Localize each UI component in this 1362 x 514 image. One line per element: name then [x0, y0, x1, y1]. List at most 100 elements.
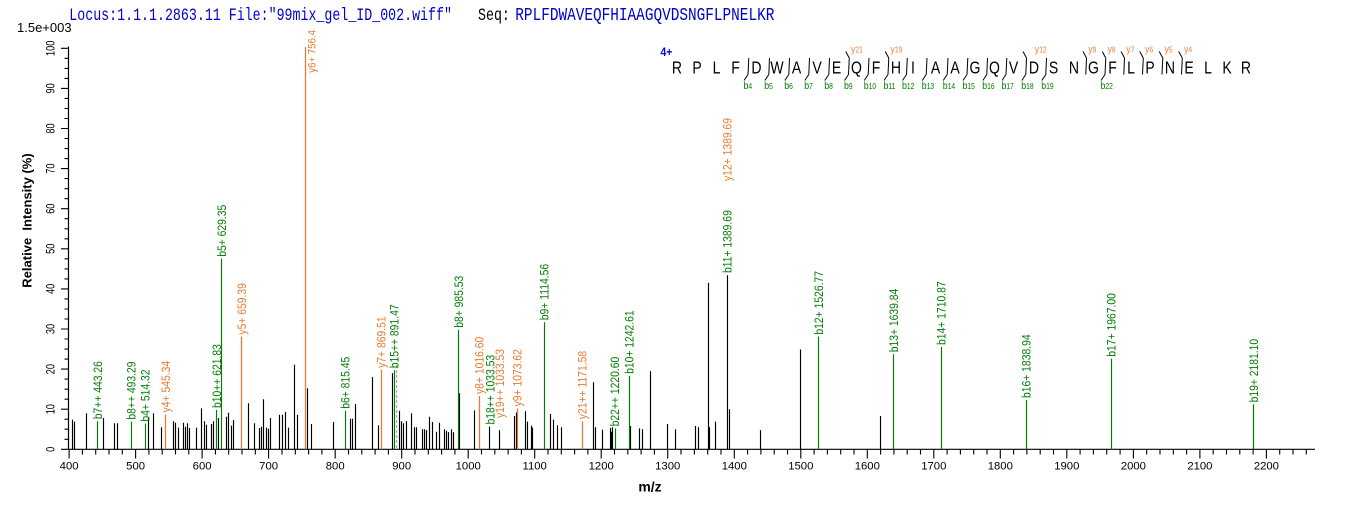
svg-text:b7++ 443.26: b7++ 443.26 [93, 361, 106, 419]
svg-text:1500: 1500 [788, 461, 813, 473]
svg-text:D: D [1029, 58, 1039, 78]
svg-text:P: P [1145, 58, 1154, 78]
svg-text:b13: b13 [922, 80, 934, 92]
svg-text:b9: b9 [844, 80, 853, 92]
svg-text:b22: b22 [1101, 80, 1113, 92]
svg-text:b16+ 1838.94: b16+ 1838.94 [1021, 334, 1034, 398]
svg-text:y5: y5 [1165, 44, 1173, 56]
svg-text:y8+ 1016.60: y8+ 1016.60 [474, 337, 487, 394]
svg-text:y19++ 1033.53: y19++ 1033.53 [494, 349, 507, 418]
svg-text:y7+ 869.51: y7+ 869.51 [376, 316, 389, 368]
svg-text:K: K [1222, 58, 1232, 78]
svg-text:N: N [1165, 58, 1175, 78]
svg-text:y21: y21 [851, 44, 863, 56]
svg-text:y6+ 756.4: y6+ 756.4 [306, 30, 319, 73]
svg-text:H: H [891, 58, 901, 78]
svg-text:1900: 1900 [1054, 461, 1079, 473]
svg-text:A: A [792, 58, 802, 78]
svg-text:y4: y4 [1184, 44, 1192, 56]
svg-text:y9: y9 [1088, 44, 1096, 56]
svg-text:100: 100 [46, 40, 58, 56]
svg-text:b10++ 621.83: b10++ 621.83 [211, 344, 224, 408]
svg-text:b8: b8 [824, 80, 833, 92]
svg-text:R: R [672, 58, 682, 78]
svg-text:20: 20 [46, 364, 58, 374]
svg-text:b16: b16 [982, 80, 994, 92]
svg-text:D: D [751, 58, 761, 78]
svg-text:800: 800 [326, 461, 345, 473]
svg-text:b4+ 514.32: b4+ 514.32 [140, 370, 153, 422]
svg-text:1000: 1000 [456, 461, 481, 473]
svg-text:b11: b11 [884, 80, 896, 92]
svg-text:m/z: m/z [638, 479, 661, 495]
svg-text:F: F [872, 58, 881, 78]
svg-text:b13+ 1639.84: b13+ 1639.84 [889, 289, 902, 353]
svg-text:b17: b17 [1002, 80, 1014, 92]
svg-text:b9+ 1114.56: b9+ 1114.56 [539, 264, 552, 320]
svg-text:b7: b7 [804, 80, 813, 92]
svg-text:A: A [950, 58, 960, 78]
svg-text:Q: Q [989, 58, 1000, 78]
svg-text:80: 80 [46, 123, 58, 133]
svg-text:1300: 1300 [655, 461, 680, 473]
svg-text:30: 30 [46, 324, 58, 334]
svg-text:1400: 1400 [722, 461, 747, 473]
svg-text:y8: y8 [1108, 44, 1116, 56]
svg-text:W: W [770, 58, 784, 78]
svg-text:L: L [1204, 58, 1212, 78]
svg-text:y5+ 659.39: y5+ 659.39 [236, 283, 249, 335]
svg-text:V: V [812, 58, 822, 78]
svg-text:b19+ 2181.10: b19+ 2181.10 [1249, 339, 1262, 403]
svg-text:b22++ 1220.60: b22++ 1220.60 [610, 357, 623, 427]
svg-text:4+: 4+ [661, 47, 673, 60]
svg-text:b6+ 815.45: b6+ 815.45 [340, 357, 353, 409]
svg-text:70: 70 [46, 163, 58, 173]
svg-text:y12: y12 [1035, 44, 1047, 56]
svg-text:b17+ 1967.00: b17+ 1967.00 [1106, 293, 1119, 357]
svg-text:b6: b6 [784, 80, 793, 92]
svg-text:50: 50 [46, 244, 58, 254]
svg-text:10: 10 [46, 404, 58, 414]
svg-text:E: E [1184, 58, 1194, 78]
svg-text:b10+ 1242.61: b10+ 1242.61 [624, 310, 637, 374]
svg-text:1800: 1800 [988, 461, 1013, 473]
svg-text:I: I [911, 58, 915, 78]
svg-text:b18++ 1033.53: b18++ 1033.53 [485, 355, 498, 425]
svg-text:F: F [1108, 58, 1117, 78]
svg-text:Seq:: Seq: [478, 5, 510, 25]
svg-text:L: L [713, 58, 721, 78]
svg-text:b14+ 1710.87: b14+ 1710.87 [936, 281, 949, 345]
svg-text:RPLFDWAVEQFHIAAGQVDSNGFLPNELKR: RPLFDWAVEQFHIAAGQVDSNGFLPNELKR [515, 5, 774, 26]
svg-text:y19: y19 [891, 44, 903, 56]
svg-text:2100: 2100 [1187, 461, 1212, 473]
svg-text:L: L [1127, 58, 1135, 78]
svg-text:Relative Intensity (%): Relative Intensity (%) [20, 153, 35, 287]
svg-text:0: 0 [46, 447, 58, 452]
svg-text:b12+ 1526.77: b12+ 1526.77 [814, 271, 827, 335]
svg-text:b8+ 985.53: b8+ 985.53 [453, 276, 466, 328]
svg-text:P: P [692, 58, 701, 78]
svg-text:V: V [1009, 58, 1019, 78]
svg-text:600: 600 [193, 461, 212, 473]
svg-text:b15++ 891.47: b15++ 891.47 [389, 304, 402, 368]
svg-text:2200: 2200 [1254, 461, 1279, 473]
svg-text:900: 900 [392, 461, 411, 473]
svg-text:b15: b15 [963, 80, 975, 92]
svg-text:500: 500 [126, 461, 145, 473]
svg-text:b8++ 493.29: b8++ 493.29 [126, 361, 139, 419]
svg-text:y7: y7 [1126, 44, 1134, 56]
svg-text:F: F [731, 58, 740, 78]
svg-text:y21++ 1171.58: y21++ 1171.58 [577, 351, 590, 419]
svg-text:y9+ 1073.62: y9+ 1073.62 [512, 349, 525, 406]
svg-text:G: G [1088, 58, 1099, 78]
svg-text:1100: 1100 [523, 461, 547, 473]
svg-text:1700: 1700 [921, 461, 946, 473]
svg-text:b10: b10 [864, 80, 876, 92]
svg-text:y6: y6 [1145, 44, 1153, 56]
svg-text:N: N [1069, 58, 1079, 78]
svg-text:b5: b5 [764, 80, 773, 92]
svg-text:b12: b12 [902, 80, 914, 92]
svg-text:S: S [1049, 58, 1059, 78]
svg-text:b11+ 1389.69: b11+ 1389.69 [722, 210, 735, 273]
svg-text:y12+ 1389.69: y12+ 1389.69 [722, 118, 735, 181]
